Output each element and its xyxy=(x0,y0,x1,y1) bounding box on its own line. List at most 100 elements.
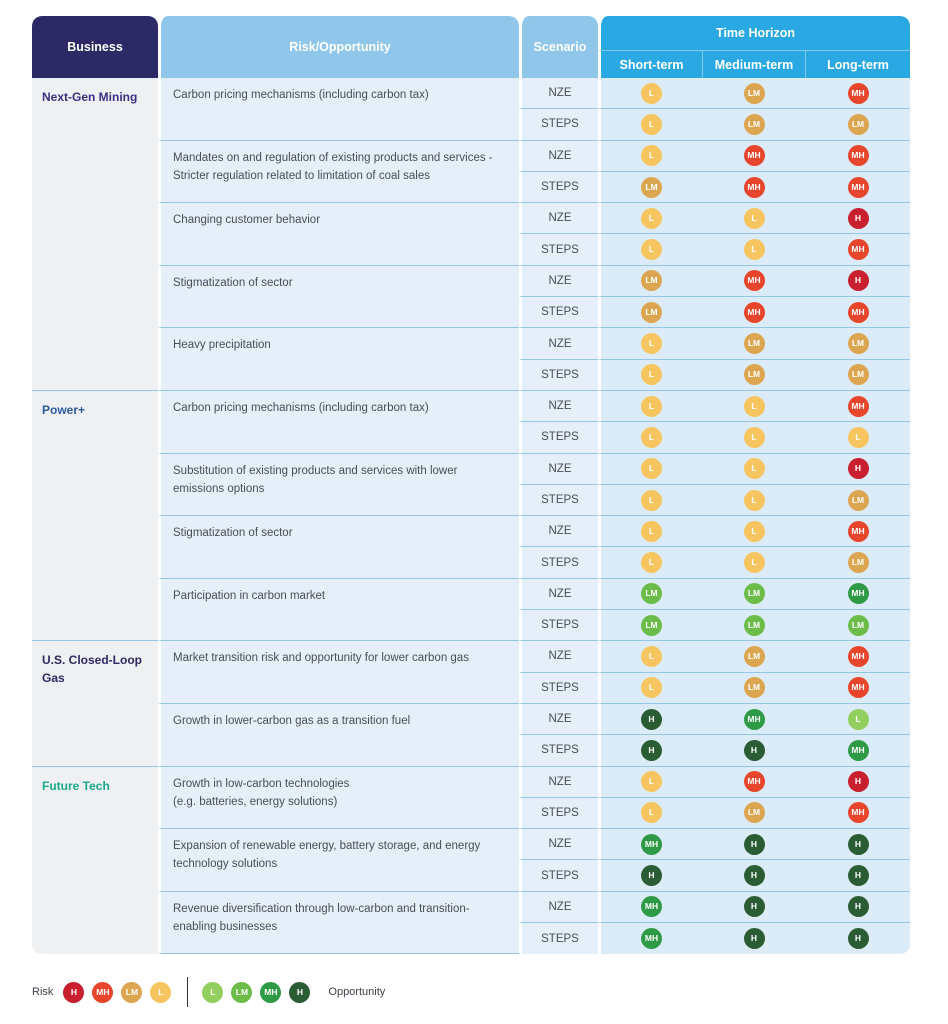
scenario-label: STEPS xyxy=(519,547,598,579)
risk-rating-badge: MH xyxy=(743,145,765,167)
medium-term-cell: MH xyxy=(702,703,806,736)
risk-rating-badge: L xyxy=(641,82,662,104)
short-term-cell: L xyxy=(598,547,702,579)
table-row: STEPS LM MH MH xyxy=(32,171,911,204)
risk-opportunity-text: Substitution of existing products and se… xyxy=(158,453,519,517)
table-row: STEPS L LM MH xyxy=(32,672,911,704)
risk-rating-badge: L xyxy=(743,489,765,511)
risk-rating-badge: LM xyxy=(847,552,869,574)
legend-divider xyxy=(187,977,189,1007)
scenario-label: NZE xyxy=(519,78,598,110)
long-term-cell: LM xyxy=(806,610,911,642)
table-row: STEPS L LM MH xyxy=(32,797,911,830)
risk-opportunity-text: Growth in lower-carbon gas as a transiti… xyxy=(158,703,519,767)
short-term-cell: L xyxy=(598,672,702,704)
risk-rating-badge: L xyxy=(743,426,765,448)
long-term-cell: LM xyxy=(806,359,911,391)
table-row: Stigmatization of sector NZE LM MH H xyxy=(32,265,911,329)
scenario-label: STEPS xyxy=(519,735,598,767)
long-term-cell: MH xyxy=(806,672,911,704)
table-row: Stigmatization of sector NZE L L MH xyxy=(32,516,911,579)
table-row: STEPS L LM LM xyxy=(32,109,911,141)
risk-rating-badge: LM xyxy=(743,677,765,699)
opportunity-rating-badge: H xyxy=(743,896,765,918)
opportunity-rating-badge: LM xyxy=(641,614,662,636)
risk-rating-badge: MH xyxy=(847,395,869,417)
legend-opportunity-badges: L LM MH H xyxy=(202,981,318,1003)
table-body: Next-Gen Mining Carbon pricing mechanisms… xyxy=(32,78,911,955)
risk-opportunity-text: Expansion of renewable energy, battery s… xyxy=(158,829,519,892)
risk-rating-badge: MH xyxy=(847,145,869,167)
risk-rating-badge: H xyxy=(847,458,869,480)
medium-term-cell: LM xyxy=(702,578,806,611)
risk-rating-badge: L xyxy=(641,364,662,386)
scenario-label: STEPS xyxy=(519,234,598,266)
long-term-cell: MH xyxy=(806,735,911,767)
risk-rating-badge: L xyxy=(743,458,765,480)
scenario-label: STEPS xyxy=(519,422,598,454)
medium-term-cell: LM xyxy=(702,672,806,704)
scenario-label: STEPS xyxy=(519,610,598,642)
risk-rating-badge: LM xyxy=(743,113,765,135)
header-business: Business xyxy=(32,16,158,78)
short-term-cell: L xyxy=(598,422,702,454)
risk-rating-badge: L xyxy=(641,520,662,542)
medium-term-cell: L xyxy=(702,234,806,266)
risk-rating-badge: LM xyxy=(847,364,869,386)
short-term-cell: LM xyxy=(598,171,702,204)
table-row: Next-Gen Mining Carbon pricing mechanisms… xyxy=(32,78,911,391)
table-row: Mandates on and regulation of existing p… xyxy=(32,140,911,204)
short-term-cell: L xyxy=(598,766,702,798)
table-row: Heavy precipitation NZE L LM LM xyxy=(32,328,911,391)
scenario-label: NZE xyxy=(519,203,598,235)
table-row: STEPS H H MH xyxy=(32,735,911,767)
opportunity-rating-badge: H xyxy=(743,739,765,761)
header-long-term: Long-term xyxy=(806,50,911,78)
opportunity-rating-badge: MH xyxy=(847,583,869,605)
header-medium-term: Medium-term xyxy=(702,50,806,78)
long-term-cell: LM xyxy=(806,328,911,360)
long-term-cell: MH xyxy=(806,390,911,423)
table-row: STEPS L L L xyxy=(32,422,911,454)
short-term-cell: H xyxy=(598,703,702,736)
medium-term-cell: L xyxy=(702,547,806,579)
legend-opportunity-label: Opportunity xyxy=(328,986,386,998)
scenario-label: STEPS xyxy=(519,672,598,704)
opportunity-rating-badge: MH xyxy=(641,896,662,918)
short-term-cell: L xyxy=(598,390,702,423)
risk-rating-badge: L xyxy=(641,145,662,167)
risk-rating-badge: H xyxy=(847,207,869,229)
table-row: Future Tech Growth in low-carbon technolo… xyxy=(32,766,911,955)
table-row: STEPS MH H H xyxy=(32,923,911,955)
short-term-cell: L xyxy=(598,234,702,266)
long-term-cell: MH xyxy=(806,578,911,611)
opportunity-rating-badge: LM xyxy=(641,583,662,605)
risk-rating-badge: L xyxy=(641,458,662,480)
short-term-cell: L xyxy=(598,78,702,110)
medium-term-cell: H xyxy=(702,735,806,767)
short-term-cell: H xyxy=(598,735,702,767)
risk-rating-badge: L xyxy=(641,645,662,667)
risk-rating-badge: LM xyxy=(641,270,662,292)
table-row: Substitution of existing products and se… xyxy=(32,453,911,517)
medium-term-cell: LM xyxy=(702,328,806,360)
opportunity-rating-badge: H xyxy=(743,928,765,950)
risk-opportunity-text: Mandates on and regulation of existing p… xyxy=(158,140,519,204)
risk-opportunity-table: Business Risk/Opportunity Scenario Time … xyxy=(32,16,911,955)
long-term-cell: H xyxy=(806,265,911,298)
risk-opportunity-text: Changing customer behavior xyxy=(158,203,519,266)
scenario-label: STEPS xyxy=(519,171,598,204)
risk-rating-badge: MH xyxy=(847,802,869,824)
long-term-cell: H xyxy=(806,860,911,892)
risk-rating-badge: LM xyxy=(641,176,662,198)
long-term-cell: LM xyxy=(806,109,911,141)
medium-term-cell: LM xyxy=(702,610,806,642)
risk-opportunity-text: Participation in carbon market xyxy=(158,578,519,642)
opportunity-rating-badge: H xyxy=(743,865,765,887)
long-term-cell: MH xyxy=(806,797,911,830)
short-term-cell: L xyxy=(598,516,702,548)
legend-risk-label: Risk xyxy=(32,986,54,998)
long-term-cell: LM xyxy=(806,484,911,517)
long-term-cell: MH xyxy=(806,641,911,673)
scenario-label: NZE xyxy=(519,390,598,423)
